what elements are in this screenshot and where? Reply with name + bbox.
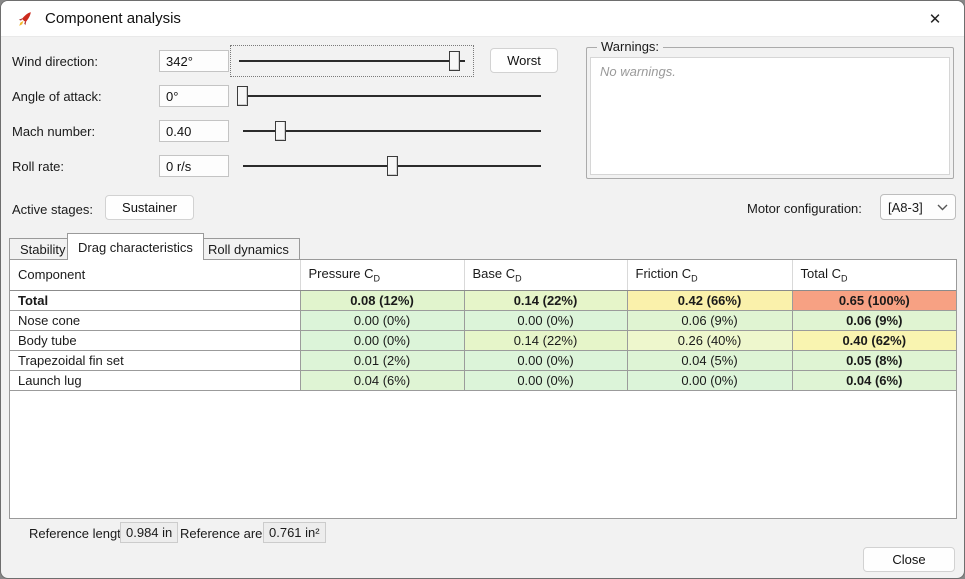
cell-value: 0.05 (8%) [792, 350, 956, 371]
mach-number-label: Mach number: [12, 124, 96, 139]
cell-value: 0.01 (2%) [300, 350, 465, 371]
col-pressure-cd[interactable]: Pressure CD [300, 260, 465, 291]
table-row-nose-cone[interactable]: Nose cone 0.00 (0%) 0.00 (0%) 0.06 (9%) … [10, 310, 956, 331]
angle-of-attack-label: Angle of attack: [12, 89, 102, 104]
slider-thumb[interactable] [387, 156, 398, 176]
cell-value: 0.04 (5%) [627, 350, 793, 371]
cell-value: 0.00 (0%) [464, 370, 628, 391]
table-row-body-tube[interactable]: Body tube 0.00 (0%) 0.14 (22%) 0.26 (40%… [10, 330, 956, 351]
rocket-icon [18, 11, 31, 26]
tab-roll-dynamics[interactable]: Roll dynamics [197, 238, 300, 260]
motor-configuration-select[interactable]: [A8-3] [880, 194, 956, 220]
reference-area-value: 0.761 in² [263, 522, 326, 543]
slider-thumb[interactable] [449, 51, 461, 71]
active-stages-label: Active stages: [12, 202, 93, 217]
component-name: Total [10, 290, 301, 311]
table-row-trapezoidal-fin-set[interactable]: Trapezoidal fin set 0.01 (2%) 0.00 (0%) … [10, 350, 956, 371]
cell-value: 0.14 (22%) [464, 290, 628, 311]
component-name: Body tube [10, 330, 301, 351]
wind-direction-slider[interactable] [230, 45, 474, 77]
motor-configuration-value: [A8-3] [888, 199, 923, 215]
close-button[interactable]: Close [863, 547, 955, 572]
drag-table: Component Pressure CD Base CD Friction C… [10, 260, 956, 391]
cell-value: 0.00 (0%) [464, 350, 628, 371]
cell-value: 0.00 (0%) [627, 370, 793, 391]
component-name: Trapezoidal fin set [10, 350, 301, 371]
wind-direction-field[interactable] [159, 50, 229, 72]
cell-value: 0.00 (0%) [300, 310, 465, 331]
cell-value: 0.42 (66%) [627, 290, 793, 311]
roll-rate-label: Roll rate: [12, 159, 65, 174]
warnings-title: Warnings: [597, 39, 664, 54]
cell-value: 0.04 (6%) [300, 370, 465, 391]
component-name: Launch lug [10, 370, 301, 391]
slider-track [243, 130, 541, 132]
angle-of-attack-field[interactable] [159, 85, 229, 107]
stage-sustainer-button[interactable]: Sustainer [105, 195, 194, 220]
slider-thumb[interactable] [236, 86, 248, 106]
cell-value: 0.00 (0%) [464, 310, 628, 331]
tab-drag-characteristics[interactable]: Drag characteristics [67, 233, 204, 260]
warnings-list: No warnings. [590, 57, 950, 175]
tab-stability[interactable]: Stability [9, 238, 77, 260]
reference-length-label: Reference length: [29, 526, 132, 541]
col-component: Component [10, 260, 301, 291]
cell-value: 0.00 (0%) [300, 330, 465, 351]
cell-value: 0.08 (12%) [300, 290, 465, 311]
cell-value: 0.14 (22%) [464, 330, 628, 351]
dialog-title: Component analysis [45, 10, 181, 27]
cell-value: 0.06 (9%) [627, 310, 793, 331]
reference-length-value: 0.984 in [120, 522, 179, 543]
slider-track [239, 60, 465, 62]
roll-rate-field[interactable] [159, 155, 229, 177]
col-friction-cd[interactable]: Friction CD [627, 260, 793, 291]
cell-value: 0.04 (6%) [792, 370, 956, 391]
warnings-panel: Warnings: No warnings. [586, 39, 954, 179]
cell-value: 0.40 (62%) [792, 330, 956, 351]
wind-direction-label: Wind direction: [12, 54, 98, 69]
cell-value: 0.65 (100%) [792, 290, 956, 311]
slider-thumb[interactable] [275, 121, 287, 141]
drag-characteristics-panel: Component Pressure CD Base CD Friction C… [9, 259, 957, 519]
cell-value: 0.06 (9%) [792, 310, 956, 331]
titlebar: Component analysis ✕ [1, 1, 964, 37]
mach-number-slider[interactable] [237, 118, 547, 144]
worst-button[interactable]: Worst [490, 48, 558, 73]
angle-of-attack-slider[interactable] [236, 83, 547, 109]
table-row-total[interactable]: Total 0.08 (12%) 0.14 (22%) 0.42 (66%) 0… [10, 290, 956, 311]
close-icon[interactable]: ✕ [912, 1, 958, 36]
no-warnings-text: No warnings. [600, 64, 676, 79]
table-header-row: Component Pressure CD Base CD Friction C… [10, 260, 956, 291]
chevron-down-icon [937, 204, 948, 210]
col-total-cd[interactable]: Total CD [792, 260, 956, 291]
roll-rate-slider[interactable] [237, 153, 547, 179]
mach-number-field[interactable] [159, 120, 229, 142]
table-row-launch-lug[interactable]: Launch lug 0.04 (6%) 0.00 (0%) 0.00 (0%)… [10, 370, 956, 391]
cell-value: 0.26 (40%) [627, 330, 793, 351]
component-name: Nose cone [10, 310, 301, 331]
col-base-cd[interactable]: Base CD [464, 260, 628, 291]
motor-configuration-label: Motor configuration: [747, 201, 862, 216]
reference-area-label: Reference area: [180, 526, 274, 541]
slider-track [243, 95, 541, 97]
